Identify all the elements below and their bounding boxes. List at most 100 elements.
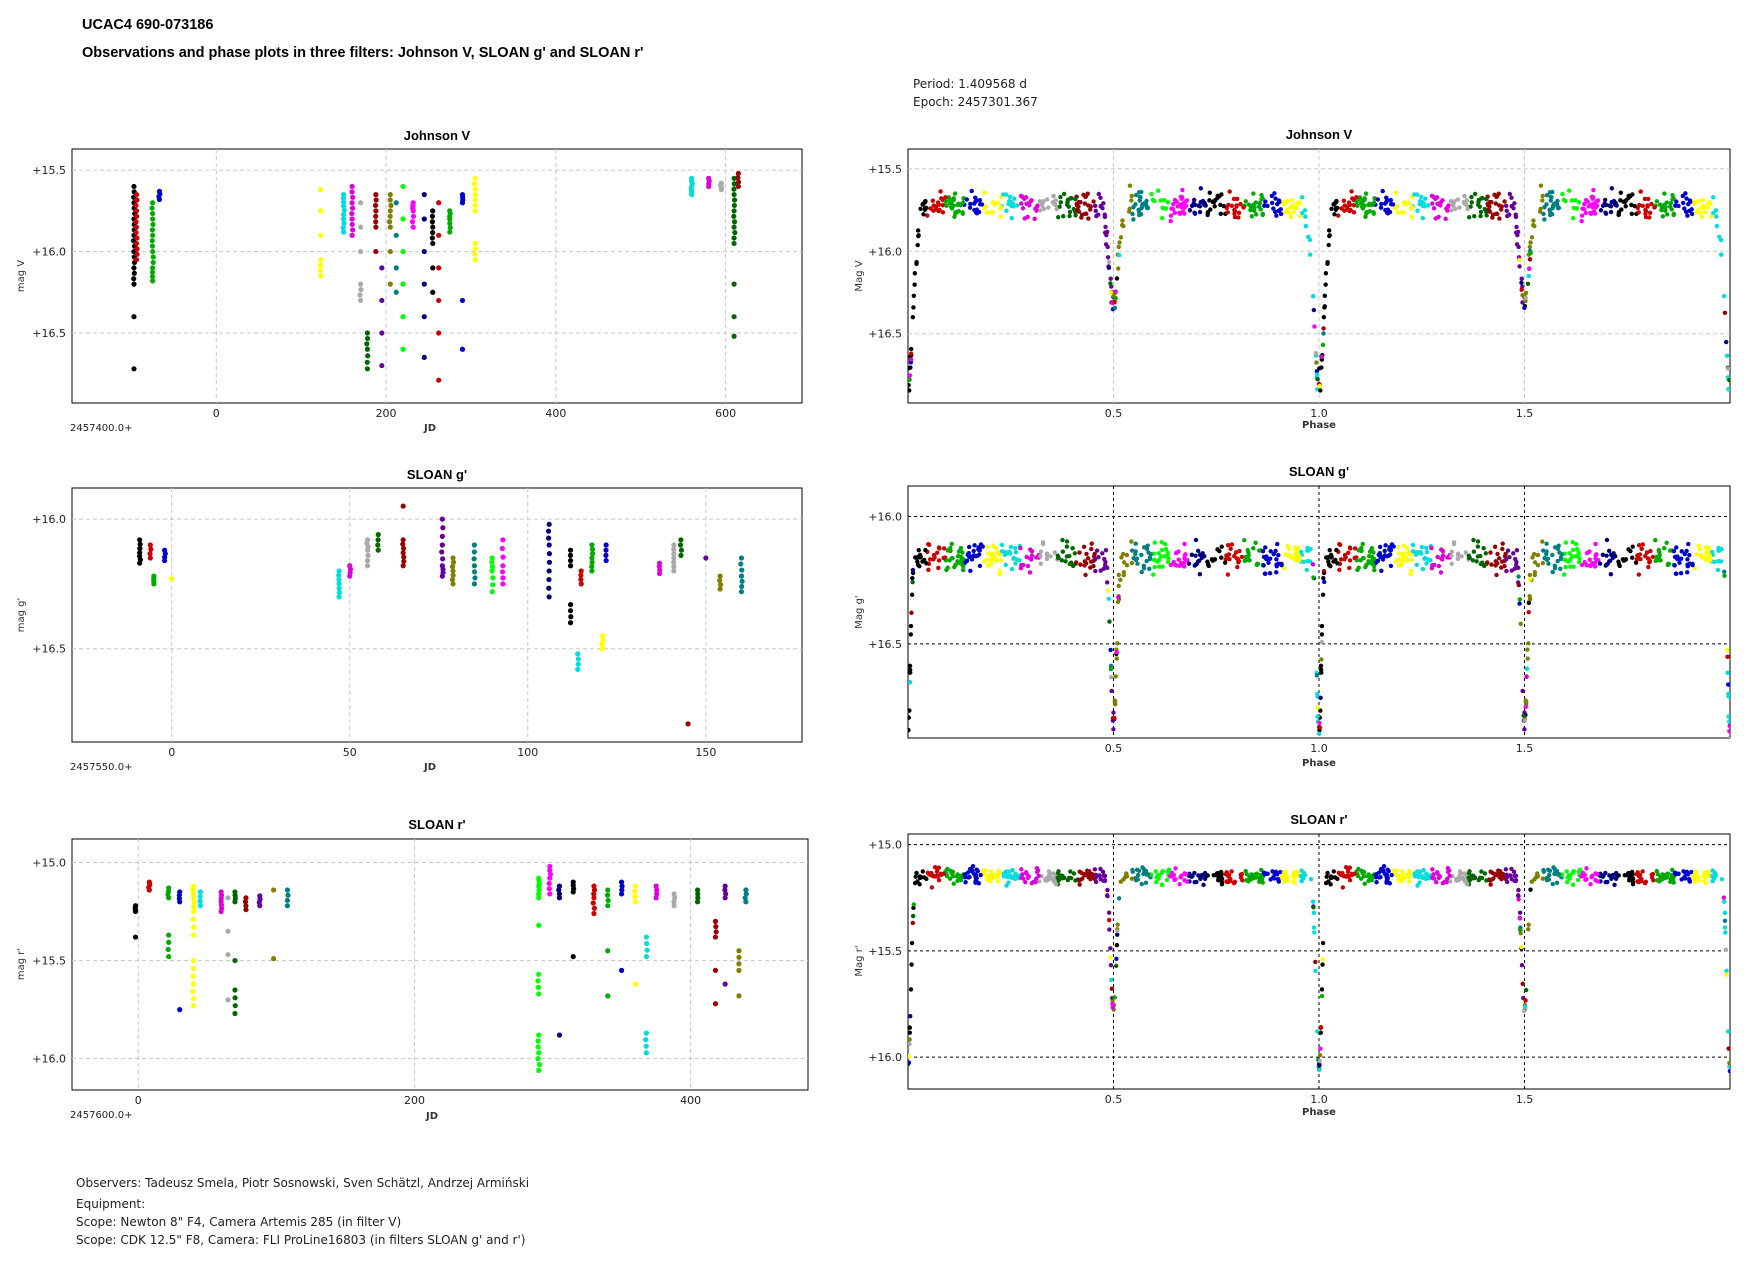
data-point (1563, 557, 1568, 563)
data-point (977, 563, 983, 569)
data-point (1684, 196, 1689, 201)
data-point (1622, 199, 1627, 204)
data-point (908, 373, 913, 378)
x-offset-label: 2457600.0+ (70, 1110, 132, 1121)
data-point (1541, 211, 1546, 217)
data-point (736, 948, 742, 954)
data-point (1002, 552, 1008, 557)
data-point (1260, 548, 1266, 554)
data-point (971, 201, 977, 206)
data-point (340, 225, 346, 231)
data-point (318, 187, 324, 193)
data-point (536, 1067, 542, 1073)
data-point (1009, 203, 1014, 209)
x-tick-label: 1.0 (1310, 1093, 1328, 1106)
data-point (731, 186, 737, 192)
data-point (1297, 558, 1302, 563)
data-point (1191, 197, 1197, 203)
data-point (1360, 206, 1366, 211)
data-point (1616, 559, 1621, 564)
data-point (1662, 545, 1667, 551)
data-point (1121, 572, 1126, 578)
data-point (1693, 869, 1699, 874)
data-point (605, 897, 611, 904)
data-point (547, 871, 554, 877)
data-point (1100, 869, 1106, 875)
data-point (1130, 211, 1135, 217)
data-point (1252, 208, 1257, 213)
data-point (1163, 546, 1169, 552)
data-point (1401, 210, 1407, 215)
data-point (1430, 867, 1435, 872)
data-point (1152, 540, 1158, 545)
data-point (920, 202, 925, 207)
data-point (952, 214, 957, 220)
data-point (1708, 558, 1713, 563)
y-tick-label: +16.0 (32, 1053, 66, 1066)
data-point (973, 195, 978, 200)
data-point (146, 887, 152, 893)
data-point (1526, 273, 1531, 279)
data-point (1103, 242, 1109, 247)
data-point (972, 543, 977, 548)
data-point (1291, 875, 1297, 880)
data-point (1251, 545, 1256, 551)
data-point (1103, 548, 1109, 553)
data-point (1064, 202, 1070, 207)
data-point (1131, 204, 1136, 210)
data-point (743, 887, 749, 893)
data-point (1315, 705, 1320, 710)
data-point (989, 557, 994, 562)
data-point (471, 563, 477, 569)
data-point (1165, 200, 1171, 205)
data-point (336, 589, 343, 596)
data-point (472, 191, 478, 198)
data-point (1544, 192, 1550, 198)
data-point (1528, 240, 1533, 245)
data-point (341, 203, 347, 209)
data-point (1573, 198, 1578, 203)
data-point (1074, 560, 1079, 565)
data-point (1332, 212, 1337, 217)
data-point (1505, 548, 1511, 553)
data-point (1523, 704, 1528, 710)
data-point (1590, 561, 1595, 567)
data-point (1526, 609, 1531, 615)
data-point (1560, 191, 1565, 197)
data-point (1351, 203, 1357, 208)
data-point (1541, 548, 1546, 553)
data-point (1321, 575, 1326, 581)
data-point (1475, 202, 1481, 207)
data-point (1044, 551, 1050, 556)
data-point (1322, 293, 1328, 298)
x-tick-label: 200 (376, 407, 397, 420)
data-point (1609, 186, 1615, 191)
data-point (1115, 928, 1120, 934)
data-point (1146, 550, 1151, 555)
data-point (632, 893, 638, 900)
data-point (1154, 875, 1159, 880)
x-axis-label: Phase (1302, 1107, 1336, 1118)
data-point (1644, 550, 1650, 555)
data-point (1312, 324, 1317, 329)
data-point (1522, 727, 1527, 732)
data-point (232, 1003, 238, 1009)
data-point (1670, 867, 1675, 873)
data-point (1430, 875, 1435, 880)
data-point (1513, 214, 1519, 220)
data-point (970, 863, 976, 869)
data-point (1027, 570, 1033, 575)
x-tick-label: 0.5 (1105, 1093, 1123, 1106)
data-point (447, 216, 453, 222)
data-point (1318, 1046, 1323, 1051)
data-point (1528, 250, 1533, 256)
data-point (1379, 201, 1384, 207)
data-point (1096, 191, 1102, 197)
data-point (1489, 200, 1494, 205)
data-point (1003, 562, 1008, 568)
data-point (736, 967, 742, 973)
data-point (364, 346, 370, 352)
data-point (975, 869, 980, 874)
data-point (991, 553, 996, 559)
data-point (908, 1037, 912, 1042)
